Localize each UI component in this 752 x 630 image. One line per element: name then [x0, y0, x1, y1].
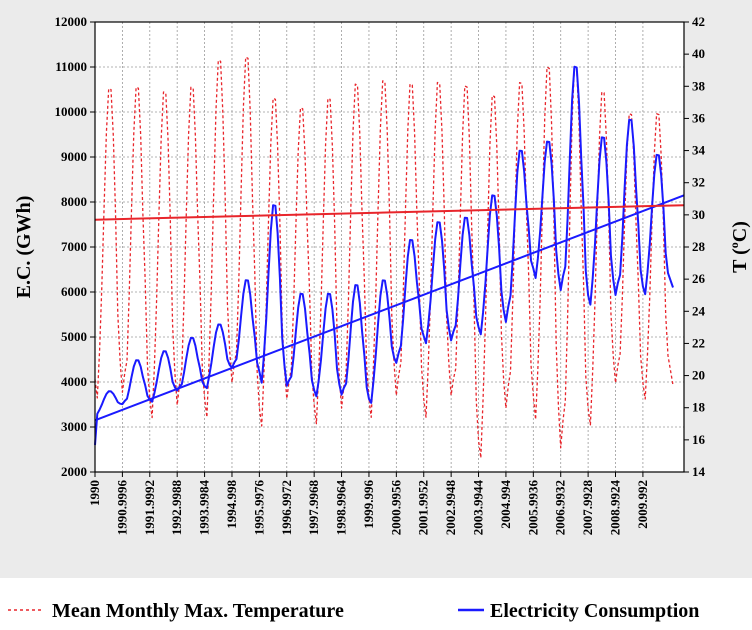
y-right-tick-label: 18	[692, 400, 706, 415]
x-tick-label: 2005.9936	[525, 480, 540, 536]
x-tick-label: 1998.9964	[334, 480, 349, 536]
x-tick-label: 1996.9972	[279, 480, 294, 535]
x-tick-label: 2006.9932	[553, 480, 568, 535]
y-right-tick-label: 20	[692, 368, 705, 383]
legend-label-electricity: Electricity Consumption	[490, 600, 699, 622]
series-layer	[94, 56, 685, 459]
y-right-tick-label: 42	[692, 14, 705, 29]
x-tick-label: 2002.9948	[443, 480, 458, 536]
y-left-tick-label: 2000	[61, 464, 87, 479]
x-tick-label: 1999.996	[361, 480, 376, 529]
x-tick-label: 2003.9944	[471, 480, 486, 536]
x-tick-label: 2008.9924	[608, 480, 623, 536]
y-right-tick-label: 34	[692, 143, 706, 158]
y-right-tick-label: 28	[692, 239, 706, 254]
x-tick-label: 1993.9984	[197, 480, 212, 536]
y-axis-right-title-prefix: T (	[729, 248, 751, 273]
y-right-tick-label: 16	[692, 432, 706, 447]
y-right-tick-label: 32	[692, 175, 705, 190]
y-left-tick-label: 11000	[55, 59, 87, 74]
x-tick-label: 2004.994	[498, 480, 513, 529]
y-right-tick-label: 30	[692, 207, 705, 222]
y-left-tick-label: 3000	[61, 419, 87, 434]
y-left-tick-label: 4000	[61, 374, 87, 389]
x-tick-label: 1990	[87, 480, 102, 506]
y-right-tick-label: 14	[692, 464, 706, 479]
x-tick-label: 1990.9996	[114, 480, 129, 536]
y-left-tick-label: 9000	[61, 149, 87, 164]
series-line-electricity	[94, 65, 674, 446]
y-axis-left-title: E.C. (GWh)	[13, 196, 35, 299]
grid	[94, 21, 684, 473]
axes: 1990 1990.9996 1991.9992 1992.9988 1993.9984…	[55, 14, 706, 535]
y-left-tick-label: 12000	[55, 14, 88, 29]
y-axis-right-title-sup: o	[727, 242, 741, 248]
x-tick-label: 2009.992	[635, 480, 650, 529]
x-tick-label: 2007.9928	[580, 480, 595, 536]
series-line-temperature	[94, 56, 674, 459]
y-right-tick-label: 40	[692, 46, 705, 61]
y-right-tick-label: 22	[692, 335, 705, 350]
x-tick-label: 1992.9988	[169, 480, 184, 536]
x-tick-label: 1991.9992	[142, 480, 157, 535]
y-right-tick-label: 24	[692, 303, 706, 318]
x-tick-label: 2000.9956	[388, 480, 403, 536]
x-tick-label: 1994.998	[224, 480, 239, 529]
y-left-tick-label: 6000	[61, 284, 87, 299]
y-left-tick-label: 7000	[61, 239, 87, 254]
y-axis-right-title: T (oC)	[727, 221, 751, 273]
x-tick-label: 1995.9976	[251, 480, 266, 536]
y-left-tick-label: 5000	[61, 329, 87, 344]
legend: Mean Monthly Max. Temperature Electricit…	[8, 600, 699, 622]
trend-line-electricity	[94, 194, 685, 422]
y-left-tick-label: 8000	[61, 194, 87, 209]
y-right-tick-label: 38	[692, 78, 706, 93]
trend-line-temperature	[94, 204, 685, 221]
legend-label-temperature: Mean Monthly Max. Temperature	[52, 600, 344, 622]
y-axis-right-title-suffix: C)	[729, 221, 751, 242]
y-left-tick-label: 10000	[55, 104, 88, 119]
x-tick-label: 1997.9968	[306, 480, 321, 536]
y-right-tick-label: 36	[692, 110, 706, 125]
x-tick-label: 2001.9952	[416, 480, 431, 535]
y-right-tick-label: 26	[692, 271, 706, 286]
